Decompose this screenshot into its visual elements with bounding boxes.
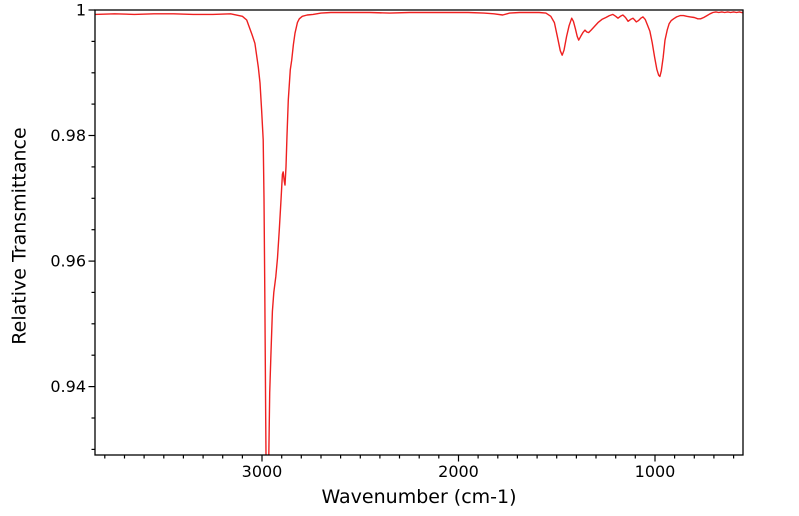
plot-frame bbox=[94, 9, 744, 456]
svg-text:1000: 1000 bbox=[635, 462, 676, 481]
svg-text:0.96: 0.96 bbox=[50, 252, 86, 271]
svg-text:1: 1 bbox=[76, 1, 86, 20]
svg-text:0.94: 0.94 bbox=[50, 377, 86, 396]
tick-labels: 3000 2000 1000 1 0.98 0.96 0.94 bbox=[50, 1, 675, 482]
svg-text:3000: 3000 bbox=[242, 462, 283, 481]
svg-text:2000: 2000 bbox=[438, 462, 479, 481]
svg-text:0.98: 0.98 bbox=[50, 126, 86, 145]
x-axis-title: Wavenumber (cm-1) bbox=[321, 486, 517, 508]
y-axis-title: Relative Transmittance bbox=[8, 127, 31, 345]
spectrum-line bbox=[95, 11, 743, 455]
